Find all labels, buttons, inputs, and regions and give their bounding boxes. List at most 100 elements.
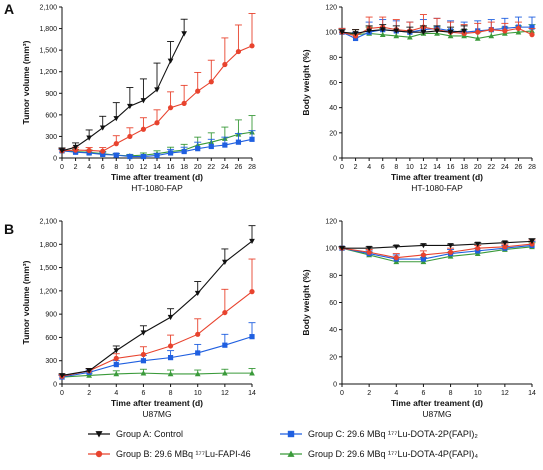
data-point: [181, 100, 187, 106]
legend-item-a: Group A: Control: [88, 429, 183, 439]
x-tick-label: 18: [180, 164, 188, 171]
y-tick-label: 120: [325, 219, 337, 226]
x-tick-label: 2: [87, 390, 91, 397]
chart-3: 0 300 600 900 1,200 1,500 1,800 2,100 0 2 4 6 8 10 12 1…: [21, 219, 256, 420]
data-point: [113, 361, 119, 368]
data-point: [86, 368, 93, 374]
data-point: [222, 342, 228, 348]
series-line: [61, 240, 253, 377]
data-point: [420, 256, 427, 262]
data-point: [475, 29, 481, 35]
y-tick-label: 0: [333, 382, 337, 389]
series-a: [338, 238, 536, 252]
data-point: [447, 29, 454, 36]
x-tick-label: 26: [235, 164, 243, 171]
legend: Group A: Control Group B: 29.6 MBq ¹⁷⁷Lu-…: [88, 429, 478, 459]
x-tick-label: 8: [169, 390, 173, 397]
series-b: [58, 258, 256, 379]
data-point: [249, 238, 255, 245]
data-point: [140, 330, 147, 336]
x-tick-label: 12: [501, 390, 509, 397]
y-tick-label: 60: [329, 300, 337, 307]
data-point: [434, 28, 440, 34]
data-point: [529, 32, 535, 38]
data-point: [113, 152, 119, 158]
data-point: [154, 87, 160, 93]
data-point: [249, 43, 255, 49]
data-point: [393, 255, 399, 261]
data-point: [529, 24, 535, 30]
y-tick-label: 120: [325, 5, 337, 12]
data-point: [140, 153, 147, 160]
x-tick-label: 18: [460, 164, 468, 171]
x-tick-label: 0: [340, 164, 344, 171]
y-tick-label: 40: [329, 327, 337, 334]
data-point: [488, 27, 494, 33]
series-line: [341, 243, 533, 259]
y-tick-label: 20: [329, 130, 337, 137]
data-point: [447, 249, 454, 255]
x-tick-label: 10: [126, 164, 134, 171]
x-tick-label: 0: [60, 164, 64, 171]
data-point: [167, 355, 174, 361]
series-c: [58, 130, 256, 160]
y-tick-label: 1,800: [39, 242, 57, 249]
y-axis-label: Tumor volume (mm³): [21, 260, 31, 344]
data-point: [140, 98, 147, 104]
y-tick-label: 900: [45, 312, 57, 319]
y-tick-label: 1,500: [39, 48, 57, 55]
series-a: [58, 225, 256, 379]
x-tick-label: 16: [167, 164, 175, 171]
data-point: [474, 241, 481, 247]
data-point: [167, 105, 174, 111]
y-tick-label: 100: [325, 30, 337, 37]
data-point: [366, 249, 372, 255]
data-point: [167, 58, 174, 64]
data-point: [154, 152, 160, 159]
data-point: [208, 79, 214, 85]
panel-letter-b: B: [4, 221, 14, 237]
data-point: [366, 28, 373, 34]
x-tick-label: 14: [528, 390, 536, 397]
data-point: [379, 31, 386, 38]
data-point: [140, 358, 147, 364]
data-point: [393, 244, 400, 250]
data-point: [474, 35, 481, 41]
data-point: [222, 309, 228, 316]
x-tick-label: 8: [114, 164, 118, 171]
x-tick-label: 28: [248, 164, 256, 171]
data-point: [113, 116, 120, 122]
y-tick-label: 300: [45, 358, 57, 365]
data-point: [195, 331, 201, 337]
x-tick-label: 14: [153, 164, 161, 171]
x-tick-label: 4: [87, 164, 91, 171]
data-point: [167, 371, 174, 377]
x-tick-label: 20: [194, 164, 202, 171]
x-tick-label: 10: [474, 390, 482, 397]
series-a: [58, 18, 188, 154]
data-point: [167, 314, 174, 321]
x-tick-label: 12: [221, 390, 229, 397]
data-point: [420, 29, 427, 36]
x-axis-label: Time after treament (d): [111, 398, 203, 408]
data-point: [222, 142, 228, 148]
data-point: [339, 245, 345, 252]
data-point: [249, 289, 255, 295]
data-point: [100, 151, 106, 158]
y-tick-label: 1,200: [39, 69, 57, 76]
data-point: [140, 370, 147, 376]
data-point: [140, 351, 147, 358]
y-tick-label: 1,200: [39, 288, 57, 295]
legend-marker: [287, 450, 295, 457]
series-line: [341, 29, 465, 34]
data-point: [447, 33, 454, 39]
chart-caption: U87MG: [142, 409, 171, 419]
data-point: [475, 248, 481, 254]
data-point: [181, 31, 188, 37]
data-point: [195, 350, 201, 356]
data-point: [222, 61, 228, 68]
